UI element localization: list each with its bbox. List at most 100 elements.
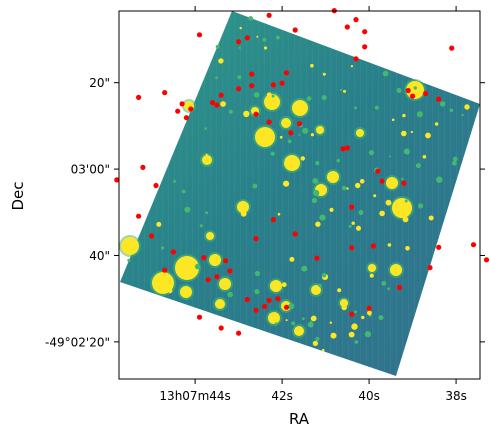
- data-point: [283, 304, 290, 310]
- faint-source: [266, 92, 272, 98]
- x-axis: 13h07m44s 42s 40s 38s: [159, 6, 467, 403]
- plot-frame: [118, 10, 481, 380]
- faint-source: [367, 310, 372, 316]
- bright-source: [292, 100, 308, 116]
- faint-source: [173, 179, 177, 183]
- faint-source: [262, 37, 267, 42]
- data-point: [214, 274, 220, 280]
- bright-source: [206, 232, 214, 240]
- faint-source: [315, 221, 321, 227]
- faint-source: [311, 197, 318, 204]
- data-point: [236, 330, 242, 336]
- bright-source: [152, 272, 174, 294]
- data-point: [249, 71, 255, 77]
- data-point: [114, 177, 120, 183]
- faint-source: [329, 321, 332, 324]
- faint-source: [378, 315, 384, 321]
- faint-source: [322, 72, 326, 76]
- faint-source: [287, 139, 292, 144]
- data-point: [314, 255, 320, 261]
- data-point: [266, 297, 272, 303]
- faint-source: [348, 224, 352, 228]
- faint-source: [310, 63, 314, 68]
- bright-source: [390, 264, 402, 276]
- faint-source: [319, 214, 326, 221]
- faint-source: [452, 156, 458, 162]
- faint-source: [275, 35, 280, 40]
- faint-source: [402, 216, 409, 223]
- data-point: [253, 307, 259, 313]
- sky-image: [119, 11, 480, 376]
- data-point: [405, 87, 411, 94]
- faint-source: [415, 163, 421, 169]
- data-point: [223, 258, 229, 264]
- data-point: [262, 303, 268, 309]
- data-point: [175, 108, 181, 114]
- bright-source: [219, 278, 231, 290]
- faint-source: [321, 272, 327, 278]
- bright-source: [392, 198, 412, 218]
- faint-source: [239, 26, 242, 30]
- faint-source: [401, 130, 407, 137]
- bright-source: [356, 129, 364, 137]
- data-point: [266, 119, 272, 125]
- faint-source: [300, 156, 305, 161]
- faint-source: [271, 94, 275, 98]
- bright-source: [215, 299, 225, 309]
- faint-source: [350, 65, 354, 68]
- faint-source: [315, 336, 320, 342]
- data-point: [344, 24, 350, 30]
- bright-source: [264, 94, 280, 110]
- faint-source: [356, 225, 361, 231]
- bright-source: [281, 118, 291, 128]
- faint-source: [413, 86, 417, 90]
- data-point: [410, 93, 416, 99]
- faint-source: [240, 210, 247, 217]
- data-point: [349, 311, 355, 317]
- faint-source: [382, 70, 389, 77]
- faint-source: [337, 288, 342, 293]
- bright-source: [202, 155, 212, 165]
- faint-source: [359, 179, 365, 184]
- faint-source: [228, 109, 233, 114]
- faint-source: [283, 180, 290, 187]
- faint-source: [301, 317, 305, 321]
- faint-source: [402, 113, 406, 118]
- bright-source: [237, 201, 249, 213]
- data-point: [370, 243, 376, 249]
- data-point: [140, 164, 146, 170]
- faint-source: [379, 210, 385, 217]
- faint-source: [330, 332, 337, 339]
- faint-source: [237, 75, 242, 80]
- data-point: [283, 70, 290, 76]
- data-point: [288, 130, 294, 136]
- y-tick-label: 20": [89, 76, 110, 90]
- faint-source: [289, 256, 295, 262]
- x-tick-label: 42s: [271, 389, 293, 403]
- data-point: [205, 277, 211, 283]
- bright-source: [340, 299, 348, 307]
- faint-source: [401, 177, 404, 181]
- bright-source: [284, 155, 300, 171]
- data-point: [253, 111, 259, 117]
- faint-source: [410, 130, 413, 134]
- data-point: [236, 39, 242, 45]
- faint-source: [434, 122, 439, 126]
- data-point: [196, 314, 203, 320]
- faint-source: [373, 194, 377, 198]
- data-point: [244, 35, 250, 41]
- faint-source: [298, 133, 301, 136]
- x-axis-label: RA: [289, 410, 310, 428]
- faint-source: [329, 207, 334, 212]
- data-point: [196, 32, 203, 38]
- data-point: [470, 242, 477, 248]
- faint-source: [351, 221, 355, 225]
- faint-source: [277, 212, 281, 216]
- data-point: [162, 90, 168, 96]
- y-tick-label: -49°02'20": [45, 335, 110, 349]
- faint-source: [343, 89, 346, 93]
- data-point: [353, 56, 359, 62]
- faint-source: [281, 282, 287, 288]
- bright-source: [406, 81, 424, 99]
- faint-source: [418, 203, 424, 209]
